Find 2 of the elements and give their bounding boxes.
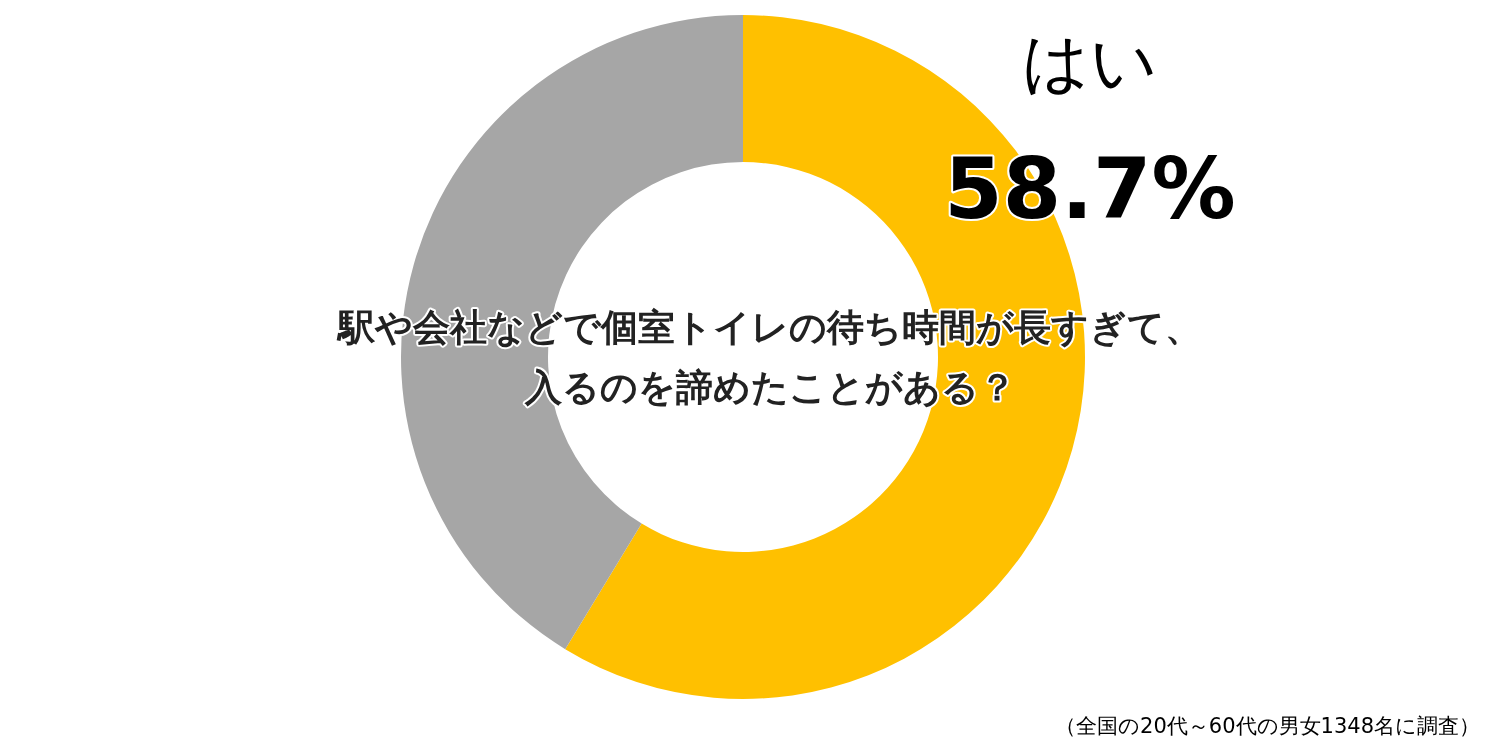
slice-label: はい [1022,24,1158,101]
text: （全国の20代～60代の男女1348名に調査） [1055,714,1480,738]
